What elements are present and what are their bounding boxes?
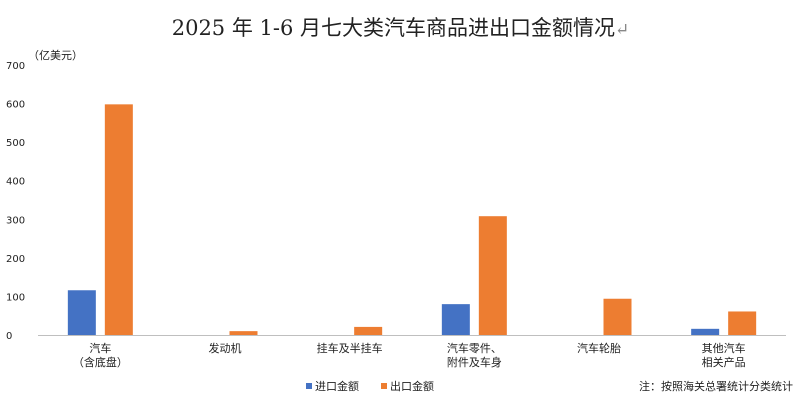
return-glyph: ↵ — [615, 20, 630, 40]
x-tick-label: 汽车轮胎 — [577, 341, 621, 355]
legend-label-export: 出口金额 — [390, 380, 434, 393]
bar-export — [229, 331, 258, 335]
legend-item-import: 进口金额 — [306, 378, 359, 394]
bar-export — [354, 326, 383, 335]
footnote: 注：按照海关总署统计分类统计 — [639, 380, 793, 393]
chart-title-text: 2025 年 1-6 月七大类汽车商品进出口金额情况 — [171, 16, 616, 40]
legend-label-import: 进口金额 — [315, 380, 359, 393]
y-tick-label: 200 — [6, 254, 25, 265]
x-tick-label: 相关产品 — [702, 355, 746, 369]
y-tick-label: 100 — [6, 292, 25, 303]
chart-title: 2025 年 1-6 月七大类汽车商品进出口金额情况↵ — [0, 12, 801, 42]
legend-item-export: 出口金额 — [381, 378, 434, 394]
x-tick-label: 附件及车身 — [447, 355, 502, 369]
bar-import — [67, 290, 96, 335]
y-tick-label: 600 — [6, 100, 25, 111]
y-tick-label: 400 — [6, 177, 25, 188]
bar-export — [104, 104, 133, 335]
bar-export — [478, 216, 507, 335]
x-tick-label: 其他汽车 — [702, 341, 746, 355]
bar-export — [603, 298, 632, 335]
x-tick-label: 发动机 — [209, 341, 242, 355]
bar-import — [691, 328, 720, 335]
x-tick-label: 汽车 — [89, 341, 111, 355]
bar-export — [728, 311, 757, 335]
y-tick-label: 500 — [6, 138, 25, 149]
legend-swatch-import — [306, 383, 312, 389]
legend: 进口金额 出口金额 — [306, 378, 434, 394]
y-axis-unit-label: （亿美元） — [28, 49, 83, 62]
bar-import — [441, 304, 470, 335]
legend-swatch-export — [381, 383, 387, 389]
x-tick-label: 汽车零件、 — [447, 341, 502, 355]
y-tick-label: 0 — [6, 331, 12, 342]
x-tick-label: （含底盘） — [73, 355, 128, 369]
y-tick-label: 300 — [6, 215, 25, 226]
x-tick-label: 挂车及半挂车 — [317, 341, 383, 355]
y-tick-label: 700 — [6, 61, 25, 72]
